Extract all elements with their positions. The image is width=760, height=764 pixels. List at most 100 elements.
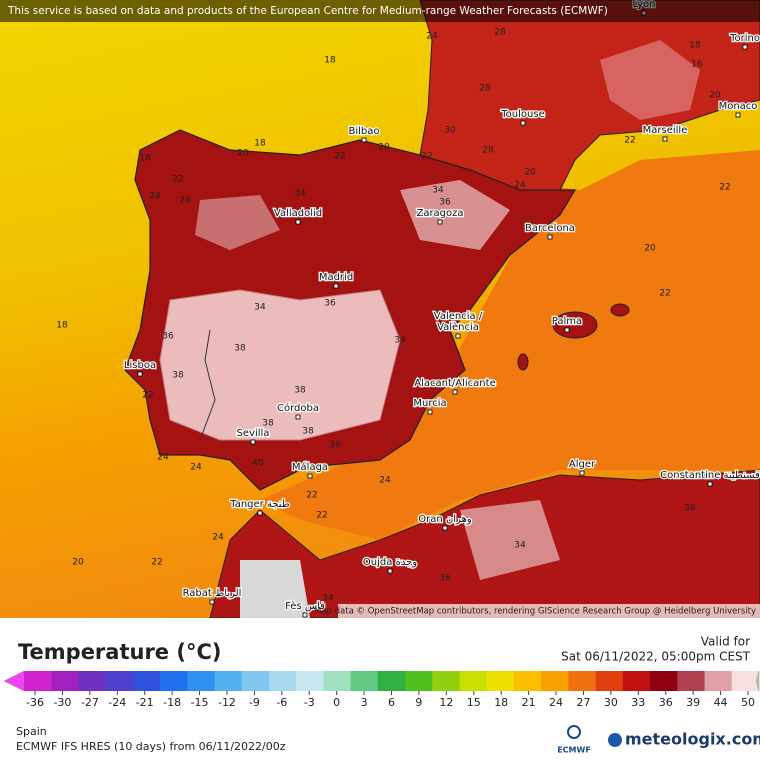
- colorbar-segment: [296, 671, 324, 691]
- contour-label: 16: [691, 60, 703, 70]
- city-label: Marseille: [643, 125, 688, 136]
- contour-label: 20: [524, 168, 536, 178]
- colorbar-tick-label: -30: [53, 696, 71, 709]
- colorbar-tick-label: -21: [136, 696, 154, 709]
- city-label: Bilbao: [348, 126, 379, 137]
- contour-label: 34: [394, 336, 406, 346]
- contour-label: 40: [252, 459, 264, 469]
- contour-label: 38: [302, 427, 314, 437]
- city-label: Sevilla: [237, 428, 270, 439]
- contour-label: 18: [324, 56, 336, 66]
- duero-warm: [195, 195, 280, 250]
- city-label: Oujda وجدة: [363, 557, 417, 568]
- city-label: Barcelona: [525, 223, 575, 234]
- colorbar-tick-label: 50: [741, 696, 755, 709]
- city-marker: [564, 327, 570, 333]
- valid-label: Valid for: [701, 635, 750, 649]
- contour-label: 24: [514, 181, 526, 191]
- banner-bg: [0, 0, 760, 22]
- ecmwf-logo: ECMWF: [557, 746, 591, 755]
- city-label: Palma: [552, 316, 582, 327]
- city-marker: [442, 525, 448, 531]
- city-label: Madrid: [319, 272, 353, 283]
- contour-label: 22: [316, 511, 327, 521]
- contour-label: 34: [514, 541, 526, 551]
- colorbar-segment: [350, 671, 379, 691]
- ibiza: [517, 353, 529, 371]
- colorbar-tick-label: -15: [191, 696, 209, 709]
- contour-label: 34: [432, 186, 444, 196]
- colorbar-segment: [78, 671, 107, 691]
- valid-time: Sat 06/11/2022, 05:00pm CEST: [561, 650, 751, 664]
- ebro-warm: [400, 180, 510, 250]
- contour-label: 22: [659, 289, 670, 299]
- colorbar-segment: [105, 671, 134, 691]
- attribution-bg: [338, 604, 760, 618]
- contour-label: 22: [142, 391, 153, 401]
- colorbar-segment: [269, 671, 297, 691]
- contour-label: 20: [237, 149, 249, 159]
- colorbar-segment: [622, 671, 651, 691]
- city-label: Lisboa: [124, 360, 156, 371]
- city-label: Tanger طنجة: [229, 499, 290, 510]
- city-marker: [662, 136, 668, 142]
- legend-title: Temperature (°C): [18, 640, 221, 664]
- contour-label: 22: [719, 183, 730, 193]
- brand: meteologix.com: [625, 730, 760, 749]
- contour-label: 24: [379, 476, 391, 486]
- africa-hot-core: [460, 500, 560, 580]
- colorbar-tick-label: -6: [276, 696, 287, 709]
- contour-label: 36: [162, 332, 174, 342]
- city-marker: [579, 470, 585, 476]
- colorbar-segment: [160, 671, 188, 691]
- colorbar-segment: [214, 671, 243, 691]
- city-marker: [361, 137, 367, 143]
- city-label: Torino: [729, 33, 760, 44]
- colorbar-segment: [187, 671, 216, 691]
- iberia-hot-core: [159, 289, 401, 441]
- colorbar-tick-label: 33: [631, 696, 645, 709]
- city-marker: [137, 371, 143, 377]
- colorbar-segment: [24, 671, 52, 691]
- colorbar-segment: [323, 671, 352, 691]
- contour-label: 34: [322, 594, 334, 604]
- contour-label: 24: [426, 32, 438, 42]
- contour-label: 20: [72, 558, 84, 568]
- city-marker: [387, 568, 393, 574]
- ecmwf-icon: [567, 725, 581, 739]
- city-label: Toulouse: [500, 109, 544, 120]
- colorbar-tick-label: 24: [549, 696, 563, 709]
- colorbar-tick-label: -9: [249, 696, 260, 709]
- contour-label: 34: [294, 189, 306, 199]
- city-label: Murcia: [413, 398, 446, 409]
- contour-label: 24: [190, 463, 202, 473]
- colorbar-tip: [755, 670, 760, 692]
- contour-label: 28: [479, 84, 491, 94]
- city-label: Córdoba: [277, 402, 319, 414]
- colorbar-tick-label: -18: [163, 696, 181, 709]
- city-marker: [257, 510, 263, 516]
- colorbar-tick-label: 0: [333, 696, 340, 709]
- colorbar-tick-label: -12: [218, 696, 236, 709]
- colorbar-tick-label: 44: [714, 696, 728, 709]
- colorbar-tick-label: 15: [467, 696, 481, 709]
- city-marker: [250, 439, 256, 445]
- city-label: Valladolid: [274, 208, 322, 219]
- colorbar-tick-label: 27: [576, 696, 590, 709]
- colorbar-tick-label: 12: [439, 696, 453, 709]
- contour-label: 18: [254, 139, 266, 149]
- city-label: Fès فاس: [285, 600, 325, 612]
- city-marker: [295, 219, 301, 225]
- menorca: [610, 303, 630, 317]
- city-marker: [742, 44, 748, 50]
- colorbar-segment: [459, 671, 488, 691]
- city-marker: [427, 409, 433, 415]
- city-marker: [333, 283, 339, 289]
- contour-label: 36: [684, 504, 696, 514]
- colorbar-segment: [377, 671, 406, 691]
- colorbar-segment: [486, 671, 515, 691]
- city-label: Monaco: [719, 101, 758, 112]
- colorbar-segment: [677, 671, 706, 691]
- contour-label: 22: [334, 152, 345, 162]
